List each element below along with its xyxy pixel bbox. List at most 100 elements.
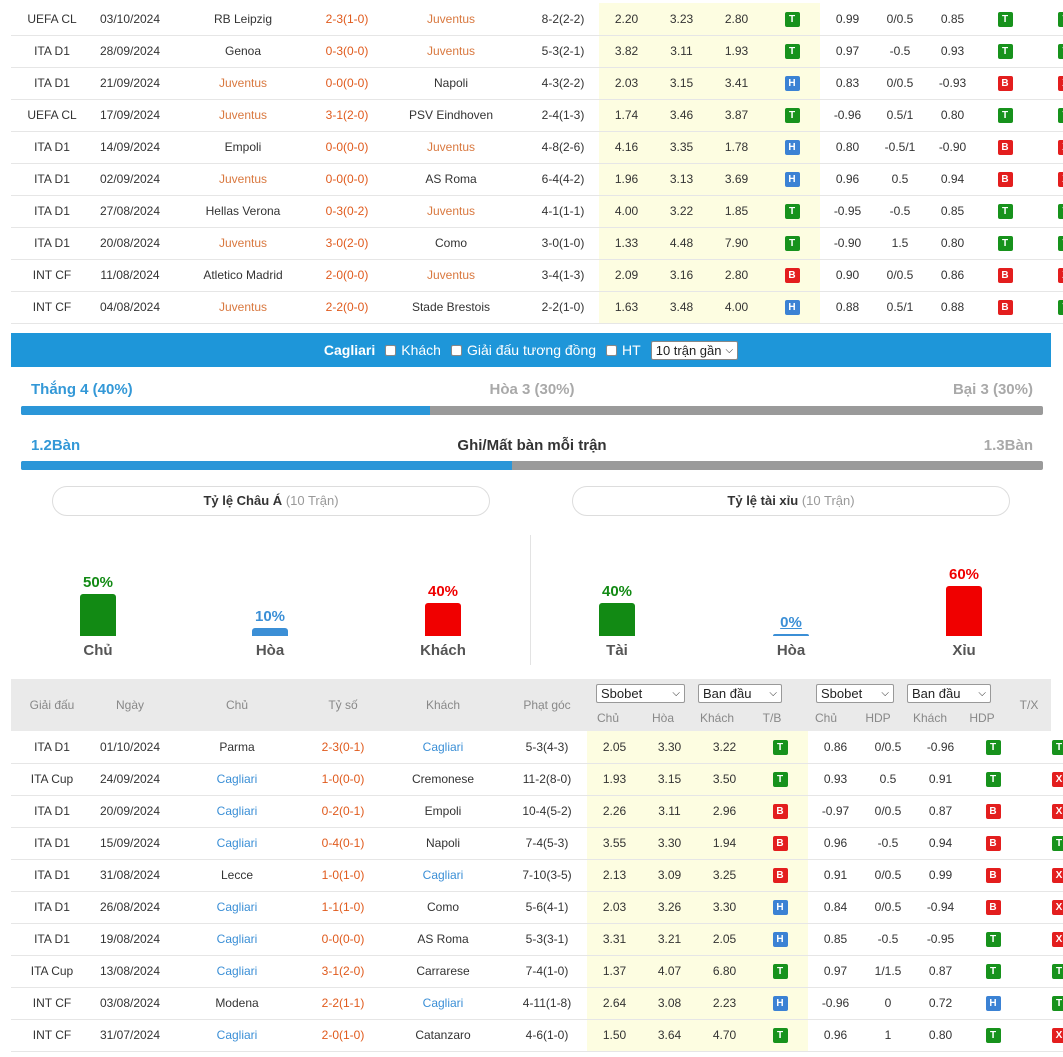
date-cell: 20/08/2024 — [93, 227, 167, 260]
table-row: ITA Cup 13/08/2024 Cagliari 3-1(2-0) Carrare… — [11, 955, 1063, 988]
tx-result-badge: X — [1058, 268, 1063, 283]
handicap-away-cell: 0.80 — [925, 99, 980, 132]
recent-matches-select[interactable]: 10 trận gần ⌵ — [650, 340, 739, 360]
tb-result-badge: B — [772, 868, 788, 883]
home-team-cell[interactable]: Lecce — [167, 859, 307, 892]
away-team-cell[interactable]: Cagliari — [379, 859, 507, 892]
away-team-cell[interactable]: Como — [375, 227, 527, 260]
home-team-cell[interactable]: Cagliari — [167, 923, 307, 956]
hdp-result-badge: B — [997, 172, 1013, 187]
checkbox-box[interactable] — [606, 344, 618, 356]
home-team-cell[interactable]: Juventus — [167, 227, 319, 260]
home-team-cell[interactable]: Juventus — [167, 99, 319, 132]
away-team-cell[interactable]: Como — [379, 891, 507, 924]
away-team-cell[interactable]: Juventus — [375, 259, 527, 292]
away-team-cell[interactable]: AS Roma — [375, 163, 527, 196]
home-odds-cell: 3.82 — [599, 35, 654, 68]
handicap-line-cell: 0.5 — [863, 763, 913, 796]
home-team-cell[interactable]: Cagliari — [167, 763, 307, 796]
away-team-cell[interactable]: Juventus — [375, 131, 527, 164]
corner-cell: 7-10(3-5) — [507, 859, 587, 892]
score-cell[interactable]: 2-3(1-0) — [319, 3, 375, 36]
draw-odds-cell: 3.15 — [642, 763, 697, 796]
away-team-cell[interactable]: Juventus — [375, 3, 527, 36]
home-team-cell[interactable]: Empoli — [167, 131, 319, 164]
score-cell[interactable]: 1-0(1-0) — [307, 859, 379, 892]
league-cell: ITA Cup — [11, 763, 93, 796]
home-team-cell[interactable]: Cagliari — [167, 827, 307, 860]
away-team-cell[interactable]: Stade Brestois — [375, 291, 527, 324]
score-cell[interactable]: 1-0(0-0) — [307, 763, 379, 796]
away-team-cell[interactable]: AS Roma — [379, 923, 507, 956]
away-team-cell[interactable]: Empoli — [379, 795, 507, 828]
score-cell[interactable]: 1-1(1-0) — [307, 891, 379, 924]
date-cell: 17/09/2024 — [93, 99, 167, 132]
home-team-cell[interactable]: RB Leipzig — [167, 3, 319, 36]
checkbox-box[interactable] — [450, 344, 462, 356]
score-cell[interactable]: 2-0(1-0) — [307, 1019, 379, 1052]
table-row: INT CF 03/08/2024 Modena 2-2(1-1) Cagliari 4-… — [11, 987, 1063, 1020]
hdp-result-cell: T — [980, 35, 1030, 68]
handicap-company-select[interactable]: Sbobet ⌵ — [816, 684, 894, 703]
home-team-cell[interactable]: Cagliari — [167, 795, 307, 828]
score-cell[interactable]: 3-1(2-0) — [319, 99, 375, 132]
away-team-cell[interactable]: PSV Eindhoven — [375, 99, 527, 132]
score-cell[interactable]: 0-4(0-1) — [307, 827, 379, 860]
away-odds-cell: 2.05 — [697, 923, 752, 956]
draw-odds-cell: 3.35 — [654, 131, 709, 164]
handicap-time-select[interactable]: Ban đầu ⌵ — [907, 684, 991, 703]
home-team-cell[interactable]: Genoa — [167, 35, 319, 68]
checkbox-box[interactable] — [385, 344, 397, 356]
header-home: Chủ — [225, 698, 248, 712]
score-cell[interactable]: 2-2(1-1) — [307, 987, 379, 1020]
score-cell[interactable]: 0-0(0-0) — [307, 923, 379, 956]
tx-result-cell: X — [1030, 259, 1063, 292]
away-checkbox[interactable]: Khách — [385, 342, 441, 358]
away-team-cell[interactable]: Cagliari — [379, 731, 507, 764]
score-cell[interactable]: 0-2(0-1) — [307, 795, 379, 828]
away-team-cell[interactable]: Juventus — [375, 195, 527, 228]
score-cell[interactable]: 2-3(0-1) — [307, 731, 379, 764]
score-cell[interactable]: 3-1(2-0) — [307, 955, 379, 988]
score-cell[interactable]: 3-0(2-0) — [319, 227, 375, 260]
tb-result-cell: T — [764, 3, 820, 36]
score-cell[interactable]: 0-3(0-0) — [319, 35, 375, 68]
score-cell[interactable]: 2-2(0-0) — [319, 291, 375, 324]
home-team-cell[interactable]: Atletico Madrid — [167, 259, 319, 292]
away-team-cell[interactable]: Carrarese — [379, 955, 507, 988]
league-cell: ITA D1 — [11, 227, 93, 260]
away-team-cell[interactable]: Cagliari — [379, 987, 507, 1020]
home-team-cell[interactable]: Juventus — [167, 163, 319, 196]
asian-handicap-pill: Tỷ lệ Châu Á (10 Trận) — [52, 486, 490, 516]
odds-company-select[interactable]: Sbobet ⌵ — [596, 684, 685, 703]
score-cell[interactable]: 0-0(0-0) — [319, 67, 375, 100]
away-team-cell[interactable]: Juventus — [375, 35, 527, 68]
score-cell[interactable]: 0-0(0-0) — [319, 163, 375, 196]
away-odds-cell: 2.96 — [697, 795, 752, 828]
win-rate-bar — [21, 406, 1043, 415]
home-team-cell[interactable]: Modena — [167, 987, 307, 1020]
home-team-cell[interactable]: Juventus — [167, 67, 319, 100]
header-league: Giải đấu — [29, 698, 75, 712]
score-cell[interactable]: 0-3(0-2) — [319, 195, 375, 228]
similar-league-checkbox[interactable]: Giải đấu tương đồng — [450, 342, 596, 358]
away-team-cell[interactable]: Napoli — [375, 67, 527, 100]
home-team-cell[interactable]: Cagliari — [167, 955, 307, 988]
home-team-cell[interactable]: Parma — [167, 731, 307, 764]
home-team-cell[interactable]: Juventus — [167, 291, 319, 324]
tb-result-cell: H — [752, 891, 808, 924]
home-team-cell[interactable]: Cagliari — [167, 1019, 307, 1052]
score-cell[interactable]: 2-0(0-0) — [319, 259, 375, 292]
score-cell[interactable]: 0-0(0-0) — [319, 131, 375, 164]
away-team-cell[interactable]: Catanzaro — [379, 1019, 507, 1052]
ht-checkbox[interactable]: HT — [606, 342, 641, 358]
home-team-cell[interactable]: Hellas Verona — [167, 195, 319, 228]
hdp-result-badge: H — [985, 996, 1001, 1011]
odds-time-select[interactable]: Ban đầu ⌵ — [698, 684, 782, 703]
draw-odds-cell: 3.22 — [654, 195, 709, 228]
away-team-cell[interactable]: Cremonese — [379, 763, 507, 796]
handicap-line-cell: 1/1.5 — [863, 955, 913, 988]
away-team-cell[interactable]: Napoli — [379, 827, 507, 860]
home-team-cell[interactable]: Cagliari — [167, 891, 307, 924]
corner-cell: 5-3(2-1) — [527, 35, 599, 68]
